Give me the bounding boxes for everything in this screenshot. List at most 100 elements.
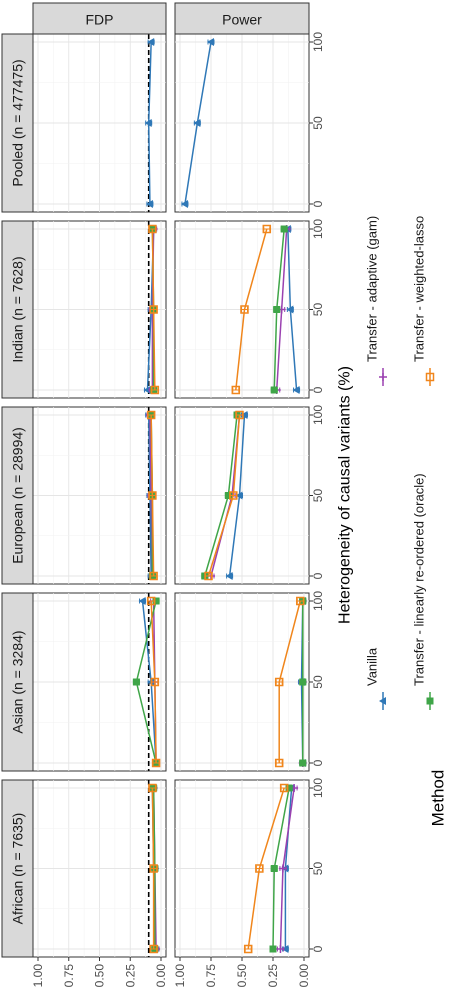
strip-col-label: FDP [86,12,114,28]
value-tick-label: 1.00 [173,964,187,988]
point-transfer-weighted-lasso [148,783,157,793]
het-tick-label: 50 [311,862,325,876]
het-tick-label: 100 [311,32,325,52]
point-transfer-weighted-lasso [148,491,157,500]
point-transfer-weighted-lasso [262,224,272,234]
value-tick-label: 0.00 [297,964,311,988]
point-transfer-weighted-lasso [231,385,241,395]
het-tick-label: 50 [311,303,325,317]
point-transfer-linearly-re-ordered-oracle [224,492,232,499]
strip-row-label: European (n = 28994) [10,427,26,564]
point-vanilla [286,305,294,314]
point-transfer-weighted-lasso [149,864,158,873]
het-tick-label: 100 [311,219,325,239]
point-vanilla [143,386,151,394]
point-transfer-linearly-re-ordered-oracle [299,759,307,767]
strip-row-african-n-7635 [1,779,34,958]
point-vanilla [225,572,233,580]
value-tick-label: 1.00 [31,964,45,988]
legend-label-vanilla: Vanilla [365,647,380,686]
strip-row-label: African (n = 7635) [10,813,26,925]
legend-label-transfer-adaptive-gam: Transfer - adaptive (gam) [365,216,380,362]
point-transfer-weighted-lasso [150,677,160,687]
point-transfer-weighted-lasso [150,385,160,395]
het-tick-label: 50 [311,116,325,130]
het-tick-label: 0 [311,200,325,207]
value-tick-label: 0.75 [204,964,218,988]
strip-row-indian-n-7628 [1,220,34,399]
het-tick-label: 0 [311,572,325,579]
point-vanilla [145,200,153,208]
strip-row-pooled-n-477475 [1,33,34,213]
panel-layer [132,34,307,957]
point-vanilla [240,411,248,419]
het-tick-label: 50 [311,489,325,503]
strip-row-european-n-28994 [1,406,34,585]
strip-row-label: Asian (n = 3284) [10,630,26,733]
point-transfer-weighted-lasso [274,677,284,687]
strip-row-label: Indian (n = 7628) [10,256,26,362]
value-tick-label: 0.50 [235,964,249,988]
value-tick-label: 0.25 [123,964,137,988]
het-tick-label: 0 [311,945,325,952]
point-transfer-linearly-re-ordered-oracle [273,306,281,313]
point-transfer-weighted-lasso [151,758,161,768]
point-transfer-linearly-re-ordered-oracle [132,678,140,686]
legend-title: Method [429,770,448,827]
point-transfer-linearly-re-ordered-oracle [152,597,160,605]
value-tick-label: 0.75 [62,964,76,988]
point-transfer-weighted-lasso [240,305,249,314]
legend-label-transfer-weighted-lasso: Transfer - weighted-lasso [412,216,427,362]
axis-layer: 1.00 0.75 0.50 0.25 0.00 1.00 0.75 0.50 0.25 0.00… [31,32,354,988]
point-transfer-linearly-re-ordered-oracle [280,225,288,233]
point-vanilla [180,200,188,208]
point-transfer-linearly-re-ordered-oracle [285,784,293,792]
strip-col-label: Power [222,12,262,28]
point-vanilla [147,38,155,46]
point-vanilla [281,945,289,953]
value-tick-label: 0.50 [93,964,107,988]
point-vanilla [193,119,201,127]
point-transfer-linearly-re-ordered-oracle [299,678,307,686]
point-transfer-weighted-lasso [146,410,156,420]
het-tick-label: 100 [311,591,325,611]
strip-col-power [174,2,310,35]
legend-key-marker-transfer-linearly-re-ordered-oracle [426,697,434,705]
x-axis-title: Heterogeneity of causal variants (%) [337,366,354,624]
point-transfer-weighted-lasso [279,783,289,793]
point-vanilla [207,38,214,46]
strip-row-asian-n-3284 [1,592,34,772]
het-tick-label: 50 [311,675,325,689]
point-transfer-linearly-re-ordered-oracle [270,386,278,394]
value-tick-label: 0.25 [266,964,280,988]
point-vanilla [292,386,300,394]
strip-row-label: Pooled (n = 477475) [10,59,26,186]
het-tick-label: 100 [311,405,325,425]
point-vanilla [138,597,146,605]
point-transfer-weighted-lasso [149,571,158,581]
point-vanilla [144,119,152,127]
het-tick-label: 100 [311,778,325,798]
point-transfer-weighted-lasso [243,944,253,954]
point-transfer-weighted-lasso [148,224,157,234]
strip-col-fdp [32,2,167,35]
point-transfer-weighted-lasso [146,596,156,606]
legend-key-marker-transfer-weighted-lasso [425,372,435,382]
point-transfer-weighted-lasso [296,596,305,606]
point-transfer-weighted-lasso [149,944,158,954]
strip-layer: Pooled (n = 477475) Indian (n = 7628) Euro… [1,2,310,958]
legend-key-marker-transfer-adaptive-gam [379,373,387,381]
point-transfer-adaptive-gam [278,864,287,873]
point-transfer-linearly-re-ordered-oracle [270,865,278,872]
grid-layer [32,33,310,958]
point-transfer-weighted-lasso [274,758,284,768]
point-vanilla [235,491,243,500]
point-transfer-weighted-lasso [229,491,238,500]
het-tick-label: 0 [311,386,325,393]
point-transfer-weighted-lasso [255,864,264,873]
point-transfer-linearly-re-ordered-oracle [269,945,277,953]
het-tick-label: 0 [311,759,325,766]
point-transfer-weighted-lasso [235,410,244,420]
legend-label-transfer-linearly-re-ordered-oracle: Transfer - linearly re-ordered (oracle) [412,473,427,686]
point-transfer-adaptive-gam [276,945,285,953]
